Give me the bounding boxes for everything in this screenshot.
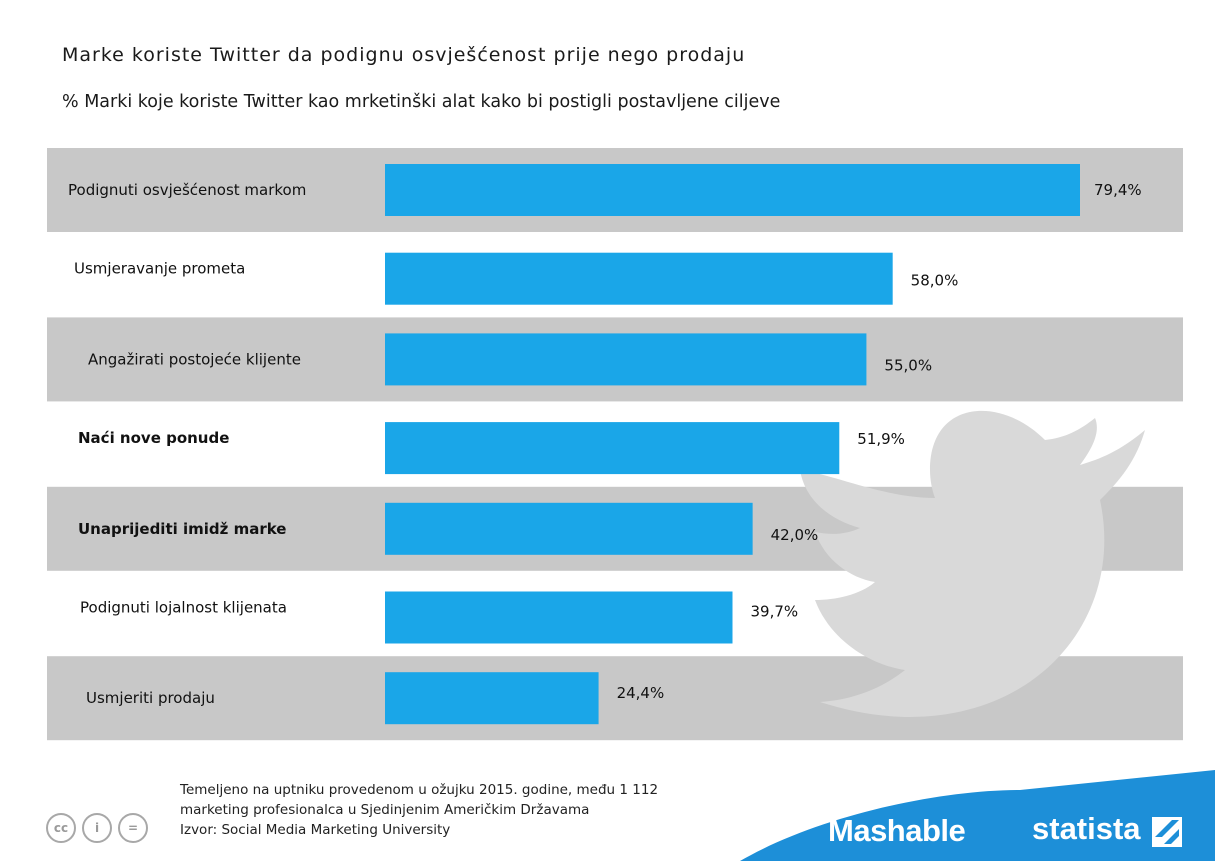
category-label: Usmjeriti prodaju xyxy=(86,689,215,707)
value-labels: 79,4% 58,0% 55,0% 51,9% 42,0% 39,7% 24,4% xyxy=(617,181,1142,702)
source-note-line: Izvor: Social Media Marketing University xyxy=(180,822,451,838)
source-note-line: Temeljeno na uptniku provedenom u ožujku… xyxy=(180,782,659,798)
chart-subtitle: % Marki koje koriste Twitter kao mrketin… xyxy=(62,92,781,112)
value-label: 51,9% xyxy=(857,430,905,448)
chart-title: Marke koriste Twitter da podignu osvješć… xyxy=(62,44,746,66)
source-note: Temeljeno na uptniku provedenom u ožujku… xyxy=(180,780,658,840)
bars xyxy=(385,164,1080,725)
category-label: Podignuti lojalnost klijenata xyxy=(80,599,287,617)
statista-logo-icon xyxy=(1152,817,1182,847)
value-label: 79,4% xyxy=(1094,181,1142,199)
license-icons: cc i = xyxy=(46,813,148,843)
value-label: 58,0% xyxy=(911,272,959,290)
bar xyxy=(385,672,599,725)
bar xyxy=(385,422,840,475)
category-labels: Podignuti osvješćenost markom Usmjeravanj… xyxy=(68,181,306,707)
row-backgrounds xyxy=(47,148,1183,741)
bar xyxy=(385,591,733,644)
category-label: Unaprijediti imidž marke xyxy=(78,520,286,538)
value-label: 42,0% xyxy=(771,526,819,544)
category-label: Podignuti osvješćenost markom xyxy=(68,181,306,199)
mashable-logo: Mashable xyxy=(828,813,966,848)
bar xyxy=(385,333,867,386)
cc-icon: cc xyxy=(46,813,76,843)
bar xyxy=(385,164,1080,216)
value-label: 55,0% xyxy=(884,356,932,374)
by-icon: i xyxy=(82,813,112,843)
nd-icon: = xyxy=(118,813,148,843)
category-label: Usmjeravanje prometa xyxy=(74,260,245,278)
category-label: Angažirati postojeće klijente xyxy=(88,350,301,368)
bar xyxy=(385,502,753,555)
statista-logo: statista xyxy=(1032,811,1141,846)
twitter-bird-icon xyxy=(800,410,1145,717)
value-label: 24,4% xyxy=(617,684,665,702)
category-label: Naći nove ponude xyxy=(78,429,229,447)
bar xyxy=(385,252,893,305)
source-note-line: marketing profesionalca u Sjedinjenim Am… xyxy=(180,802,590,818)
value-label: 39,7% xyxy=(751,603,799,621)
